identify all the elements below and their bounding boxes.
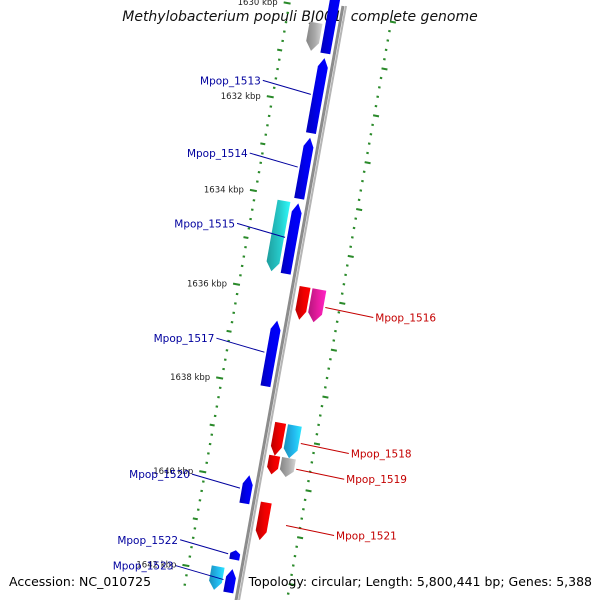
inner-tick: [313, 442, 321, 446]
gene-label-mpop_1523: Mpop_1523: [113, 561, 174, 573]
cds-mpop_1512: [320, 0, 341, 55]
backbone-highlight: [238, 5, 347, 600]
inner-tick: [288, 583, 295, 587]
scale-tick: [192, 517, 198, 521]
gene-label-mpop_1518: Mpop_1518: [351, 448, 412, 460]
inner-tick: [347, 254, 354, 258]
gene-label-mpop_1520: Mpop_1520: [129, 469, 190, 481]
leader-line: [191, 473, 241, 489]
cds-mpop_1514: [294, 137, 314, 200]
feature-block: [283, 424, 302, 459]
cds-mpop_1523: [223, 569, 236, 594]
leader-line: [300, 442, 349, 454]
gene-label-mpop_1517: Mpop_1517: [154, 333, 215, 345]
feature-block: [279, 457, 296, 477]
tick-label: 1634 kbp: [204, 186, 244, 196]
scale-tick: [226, 329, 232, 333]
scale-tick: [216, 376, 224, 380]
leader-line: [175, 565, 224, 581]
accession-text: Accession: NC_010725: [9, 574, 152, 589]
tick-label: 1642 kbp: [136, 561, 176, 571]
leader-line: [236, 222, 286, 238]
cds-mpop_1522: [229, 550, 241, 561]
inner-tick: [322, 395, 329, 399]
scale-tick: [260, 142, 266, 146]
inner-tick: [356, 208, 363, 212]
gene-label-mpop_1513: Mpop_1513: [200, 75, 261, 87]
tick-label: 1632 kbp: [221, 92, 261, 102]
inner-tick: [389, 20, 397, 24]
gene-label-mpop_1519: Mpop_1519: [346, 474, 407, 486]
scale-tick: [182, 563, 190, 568]
backbone: [234, 5, 345, 600]
leader-line: [249, 152, 298, 168]
scale-tick: [266, 95, 274, 99]
inner-tick: [296, 536, 304, 540]
map-title: Methylobacterium populi BJ001, complete …: [122, 9, 478, 25]
leader-line: [325, 307, 374, 319]
leader-line: [296, 468, 345, 480]
cds-mpop_1520: [239, 475, 253, 505]
gene-label-mpop_1521: Mpop_1521: [336, 530, 397, 542]
gene-label-mpop_1516: Mpop_1516: [375, 313, 436, 325]
tick-label: 1640 kbp: [153, 467, 193, 477]
scale-tick: [243, 236, 249, 240]
cds-mpop_1513: [306, 58, 328, 134]
cds-mpop_1517: [260, 320, 281, 388]
scale-tick: [199, 470, 207, 474]
cds-mpop_1515: [280, 203, 302, 275]
scale-tick: [249, 188, 257, 193]
topology-text: Topology: circular; Length: 5,800,441 bp…: [248, 574, 592, 589]
scale-tick: [277, 48, 283, 52]
leader-line: [179, 539, 229, 555]
inner-tick: [305, 489, 312, 493]
tick-label: 1636 kbp: [187, 279, 227, 289]
cds-mpop_1519: [267, 454, 281, 475]
inner-tick: [364, 161, 371, 165]
cds-mpop_1521: [255, 501, 272, 541]
leader-line: [262, 79, 311, 95]
cds-mpop_1518: [270, 421, 287, 456]
inner-tick: [381, 67, 388, 71]
scale-tick: [283, 1, 291, 5]
leader-line: [216, 337, 265, 353]
scale-tick: [209, 423, 215, 427]
feature-block: [306, 21, 323, 51]
scale-tick: [232, 282, 241, 286]
gene-label-mpop_1514: Mpop_1514: [187, 148, 248, 160]
inner-tick: [330, 348, 337, 352]
tick-label: 1630 kbp: [238, 0, 278, 8]
leader-line: [285, 524, 335, 536]
tick-label: 1638 kbp: [170, 373, 210, 383]
inner-tick: [372, 114, 380, 118]
gene-label-mpop_1515: Mpop_1515: [174, 218, 235, 230]
feature-block: [308, 288, 327, 323]
gene-label-mpop_1522: Mpop_1522: [117, 535, 178, 547]
cds-mpop_1516: [295, 286, 311, 320]
inner-tick: [339, 301, 346, 305]
